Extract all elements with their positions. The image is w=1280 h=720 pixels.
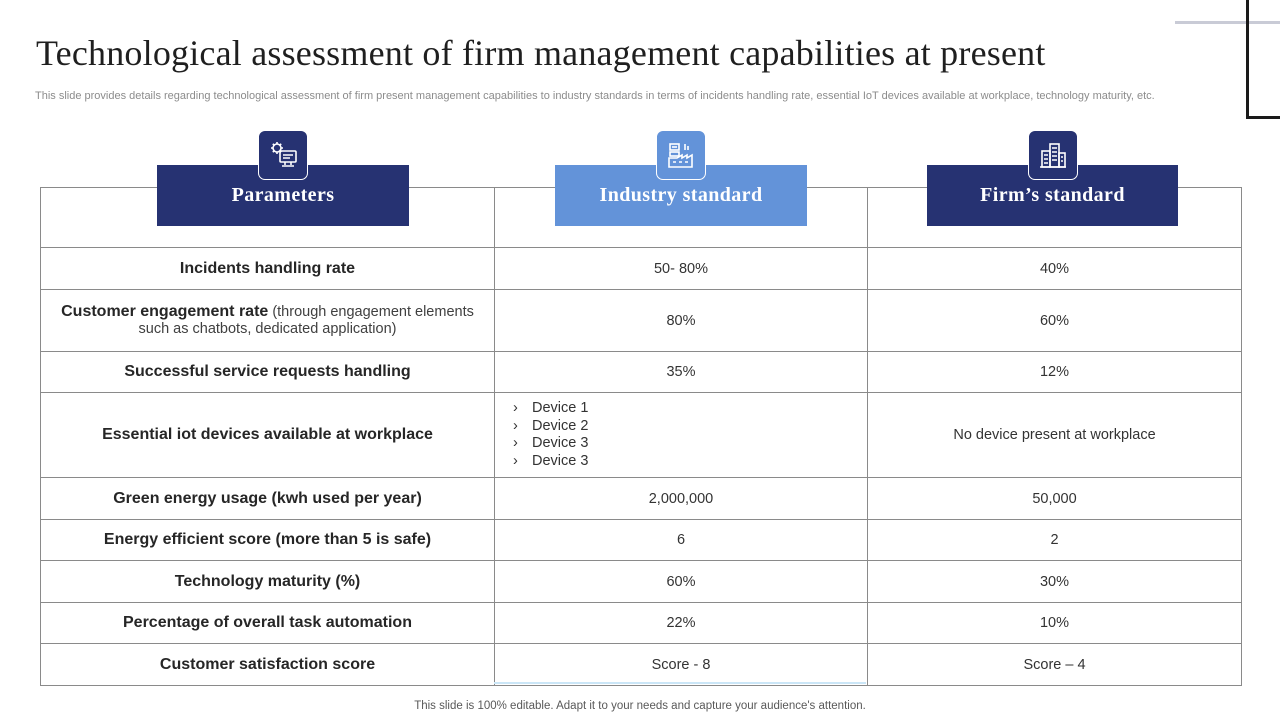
slide-subtitle: This slide provides details regarding te… [35, 90, 1155, 102]
table-row: Energy efficient score (more than 5 is s… [40, 519, 1242, 561]
parameter-cell: Successful service requests handling [40, 351, 495, 393]
firm-cell: 10% [867, 602, 1242, 644]
assessment-table: Incidents handling rate 50- 80% 40% Cust… [40, 187, 1242, 686]
parameter-label: Customer engagement rate [61, 303, 269, 320]
parameter-cell: Incidents handling rate [40, 247, 495, 290]
table-row: Technology maturity (%) 60% 30% [40, 560, 1242, 603]
parameter-cell: Energy efficient score (more than 5 is s… [40, 519, 495, 561]
parameter-cell: Green energy usage (kwh used per year) [40, 477, 495, 520]
industry-cell: 2,000,000 [494, 477, 868, 520]
table-row: Incidents handling rate 50- 80% 40% [40, 247, 1242, 290]
industry-cell: › Device 1 › Device 2 › Device 3 › Device 3 [494, 392, 868, 478]
chevron-right-icon: › [513, 400, 518, 416]
firm-cell: 40% [867, 247, 1242, 290]
firm-cell: No device present at workplace [867, 392, 1242, 478]
list-item: › Device 2 [513, 417, 589, 434]
list-item: › Device 3 [513, 452, 589, 469]
parameter-cell: Customer satisfaction score [40, 643, 495, 686]
firm-cell: 60% [867, 289, 1242, 352]
office-building-icon [1028, 130, 1078, 180]
industry-cell: 22% [494, 602, 868, 644]
firm-cell: 30% [867, 560, 1242, 603]
industry-cell: 35% [494, 351, 868, 393]
parameter-cell: Technology maturity (%) [40, 560, 495, 603]
header-industry-standard: Industry standard [555, 165, 807, 226]
device-list: › Device 1 › Device 2 › Device 3 › Device 3 [509, 400, 853, 470]
firm-cell: 50,000 [867, 477, 1242, 520]
parameter-cell: Customer engagement rate (through engage… [40, 289, 495, 352]
table-row: Percentage of overall task automation 22… [40, 602, 1242, 644]
table-row: Green energy usage (kwh used per year) 2… [40, 477, 1242, 520]
factory-icon [656, 130, 706, 180]
firm-cell: Score – 4 [867, 643, 1242, 686]
firm-cell: 2 [867, 519, 1242, 561]
decorative-accent-line [494, 682, 866, 684]
table-row: Successful service requests handling 35%… [40, 351, 1242, 393]
list-item: › Device 1 [513, 400, 589, 416]
table-row: Customer satisfaction score Score - 8 Sc… [40, 643, 1242, 686]
parameter-cell: Essential iot devices available at workp… [40, 392, 495, 478]
decorative-bracket [1246, 0, 1280, 119]
industry-cell: 60% [494, 560, 868, 603]
firm-cell: 12% [867, 351, 1242, 393]
list-item: › Device 3 [513, 435, 589, 451]
industry-cell: Score - 8 [494, 643, 868, 686]
industry-cell: 50- 80% [494, 247, 868, 290]
industry-cell: 6 [494, 519, 868, 561]
chevron-right-icon: › [513, 452, 518, 469]
computer-settings-icon [258, 130, 308, 180]
table-row: Customer engagement rate (through engage… [40, 289, 1242, 352]
decorative-line [1175, 21, 1280, 24]
parameter-note: (through engagement elements such as cha… [138, 304, 474, 337]
slide-title: Technological assessment of firm managem… [36, 33, 1046, 73]
footer-note: This slide is 100% editable. Adapt it to… [414, 700, 866, 712]
industry-cell: 80% [494, 289, 868, 352]
parameter-cell: Percentage of overall task automation [40, 602, 495, 644]
chevron-right-icon: › [513, 435, 518, 451]
chevron-right-icon: › [513, 417, 518, 434]
table-row: Essential iot devices available at workp… [40, 392, 1242, 478]
